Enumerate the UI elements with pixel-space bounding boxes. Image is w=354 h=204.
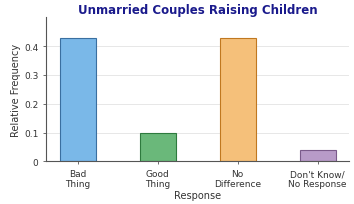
Bar [299, 150, 336, 162]
Bar [219, 38, 256, 162]
Bar [60, 38, 96, 162]
Bar [140, 133, 176, 162]
Y-axis label: Relative Frequency: Relative Frequency [11, 44, 21, 136]
X-axis label: Response: Response [174, 190, 221, 200]
Title: Unmarried Couples Raising Children: Unmarried Couples Raising Children [78, 4, 318, 17]
